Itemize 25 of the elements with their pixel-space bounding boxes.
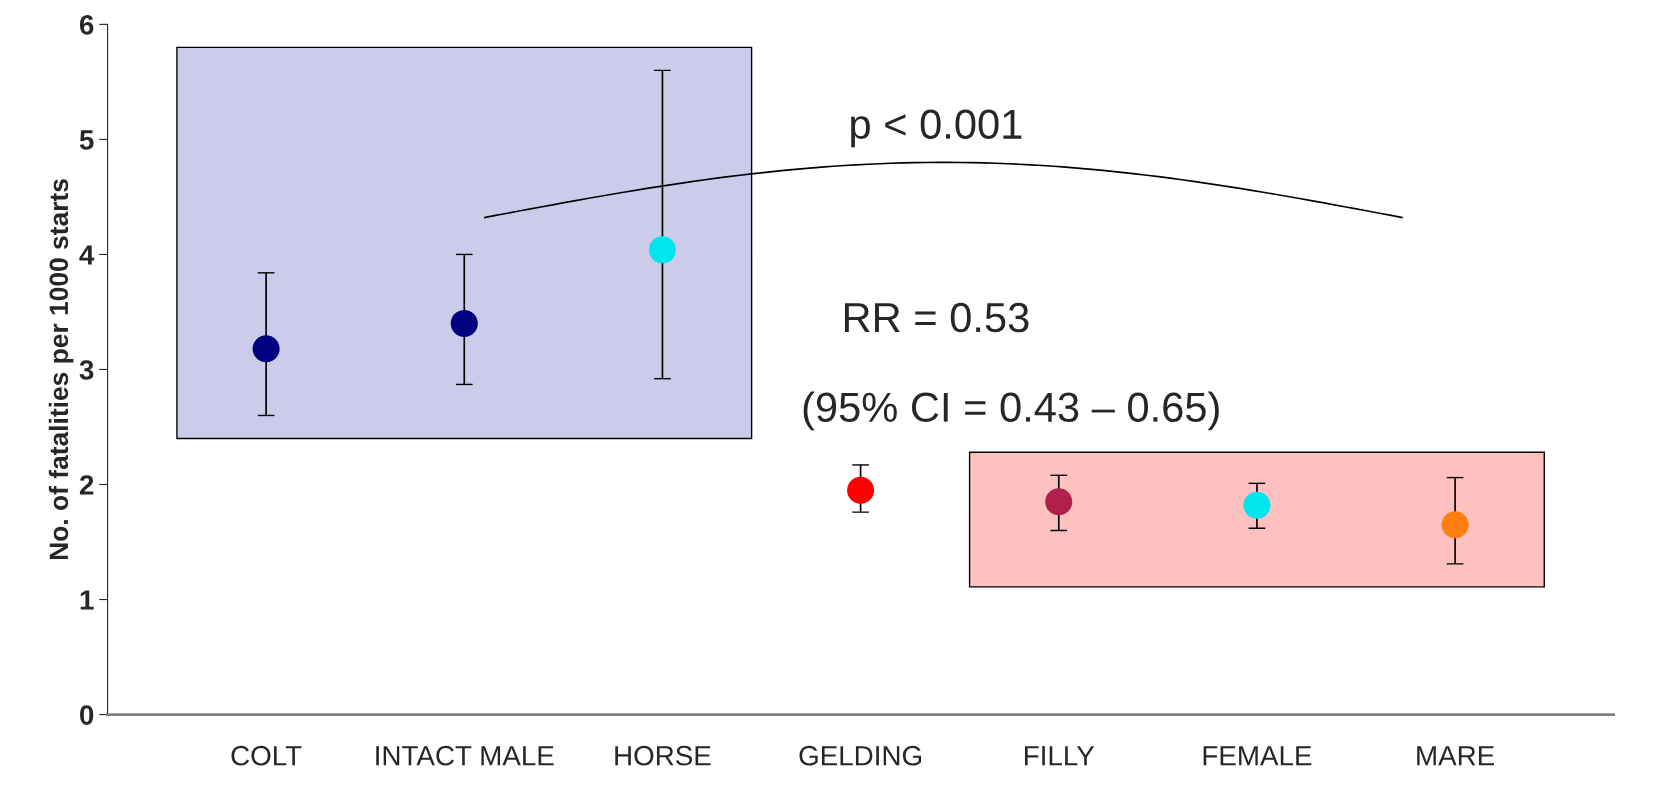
point [847, 476, 875, 504]
x-tick-label: INTACT MALE [376, 745, 554, 766]
y-tick-label: 6 [79, 15, 94, 35]
point [648, 236, 676, 264]
annotation: RR = 0.53 [844, 302, 1029, 333]
x-tick-label: FEMALE [1203, 746, 1312, 766]
y-tick-label: 5 [79, 130, 94, 150]
annotation: p < 0.001 [851, 109, 1022, 148]
point [450, 309, 478, 337]
y-tick-label: 0 [80, 705, 94, 725]
x-tick-label: HORSE [615, 745, 711, 766]
point [1243, 491, 1271, 519]
annotation: (95% CI = 0.43 – 0.65) [803, 391, 1219, 431]
x-tick-label: MARE [1417, 746, 1495, 766]
y-tick-label: 4 [79, 245, 95, 265]
x-tick-label: COLT [231, 745, 302, 766]
point [252, 335, 280, 363]
y-tick-label: 2 [79, 475, 94, 495]
point [1441, 511, 1469, 539]
x-tick-label: GELDING [799, 745, 922, 766]
x-tick-label: FILLY [1025, 746, 1095, 766]
y-tick-label: 1 [80, 590, 94, 610]
y-axis-title: No. of fatalities per 1000 starts [48, 179, 74, 560]
point [1045, 488, 1073, 516]
y-tick-label: 3 [79, 360, 94, 380]
